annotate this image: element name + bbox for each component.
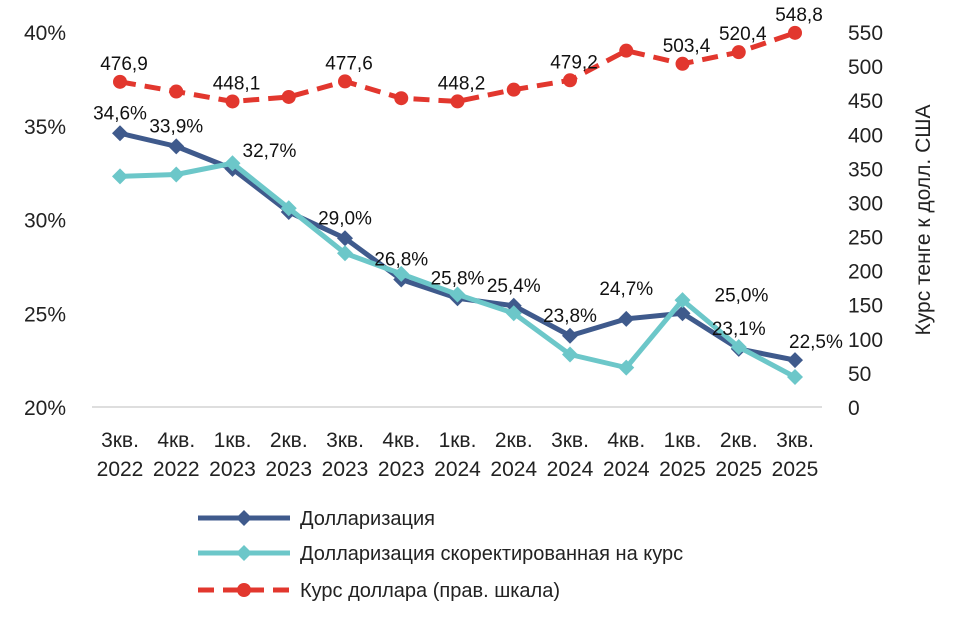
- left-axis-tick: 25%: [24, 303, 66, 326]
- data-point-marker: [674, 305, 691, 322]
- data-point-marker: [562, 327, 578, 344]
- data-point-marker: [731, 45, 746, 60]
- x-axis-tick: 4кв. 2023: [378, 429, 425, 481]
- right-axis-tick: 350: [848, 158, 883, 181]
- right-axis-tick: 450: [848, 90, 883, 113]
- data-point-marker: [337, 230, 353, 247]
- data-label: 26,8%: [374, 250, 428, 271]
- data-point-marker: [505, 305, 522, 322]
- legend-swatch-marker: [236, 510, 252, 526]
- data-point-marker: [618, 310, 635, 327]
- x-axis-tick: 3кв. 2023: [322, 429, 369, 481]
- x-axis-tick: 1кв. 2024: [434, 429, 481, 481]
- data-label: 33,9%: [149, 116, 203, 137]
- data-point-marker: [788, 25, 802, 40]
- legend-label: Курс доллара (прав. шкала): [300, 580, 560, 602]
- right-axis-tick: 300: [848, 192, 883, 215]
- data-point-marker: [281, 89, 296, 104]
- right-axis-tick: 550: [848, 22, 883, 45]
- data-label: 24,7%: [599, 279, 653, 300]
- data-point-marker: [112, 168, 128, 185]
- data-point-marker: [225, 94, 240, 109]
- data-label: 503,4: [663, 36, 711, 57]
- x-axis-tick: 3кв. 2025: [772, 429, 819, 481]
- data-label: 25,8%: [431, 268, 485, 289]
- data-point-marker: [506, 82, 521, 97]
- data-point-marker: [393, 265, 410, 282]
- data-label: 23,1%: [712, 319, 766, 340]
- right-axis-tick: 250: [848, 227, 883, 250]
- x-axis-tick: 3кв. 2022: [97, 429, 144, 481]
- data-label: 520,4: [719, 24, 767, 45]
- left-axis-tick: 20%: [24, 397, 66, 420]
- data-label: 479,2: [550, 52, 598, 73]
- data-label: 34,6%: [93, 103, 147, 124]
- data-label: 22,5%: [789, 332, 843, 353]
- data-point-marker: [169, 84, 184, 99]
- x-axis-tick: 4кв. 2024: [603, 429, 650, 481]
- data-point-marker: [113, 74, 127, 89]
- data-point-marker: [168, 138, 185, 155]
- data-point-marker: [449, 286, 466, 303]
- data-point-marker: [730, 339, 747, 355]
- data-point-marker: [675, 56, 690, 71]
- data-point-marker: [168, 166, 185, 183]
- legend-swatch-marker: [236, 545, 252, 561]
- data-label: 23,8%: [543, 306, 597, 327]
- data-point-marker: [280, 200, 297, 217]
- data-label: 477,6: [325, 53, 373, 74]
- data-label: 25,0%: [715, 285, 769, 306]
- left-axis-tick: 40%: [24, 22, 66, 45]
- right-axis-tick: 0: [848, 397, 860, 420]
- data-point-marker: [618, 359, 635, 376]
- data-label: 448,2: [438, 73, 486, 94]
- right-axis-tick: 50: [848, 363, 871, 386]
- x-axis-tick: 2кв. 2023: [265, 429, 312, 481]
- data-label: 25,4%: [487, 276, 541, 297]
- right-axis-tick: 200: [848, 261, 883, 284]
- data-point-marker: [787, 369, 803, 385]
- data-point-marker: [450, 94, 465, 109]
- data-point-marker: [674, 292, 691, 309]
- data-point-marker: [619, 43, 634, 58]
- x-axis-tick: 4кв. 2022: [153, 429, 200, 481]
- data-point-marker: [337, 245, 353, 262]
- legend-label: Долларизация скоректированная на курс: [300, 543, 683, 565]
- left-axis-tick: 35%: [24, 116, 66, 139]
- legend: Долларизация Долларизация скоректированна…: [198, 508, 683, 602]
- x-axis-tick: 2кв. 2024: [490, 429, 537, 481]
- legend-swatch-marker: [237, 583, 251, 597]
- x-axis-tick: 1кв. 2025: [659, 429, 706, 481]
- data-point-marker: [112, 125, 128, 142]
- data-point-marker: [224, 155, 241, 172]
- x-axis-tick: 1кв. 2023: [209, 429, 256, 481]
- data-point-marker: [394, 91, 409, 106]
- data-label: 29,0%: [318, 208, 372, 229]
- data-point-marker: [562, 346, 578, 363]
- right-axis-tick: 100: [848, 329, 883, 352]
- data-point-marker: [787, 352, 803, 369]
- right-axis-title: Курс тенге к долл. США: [912, 105, 935, 336]
- x-axis-tick: 2кв. 2025: [715, 429, 762, 481]
- right-axis-tick: 400: [848, 124, 883, 147]
- x-axis-tick: 3кв. 2024: [547, 429, 594, 481]
- data-label: 548,8: [775, 5, 823, 26]
- left-axis-tick: 30%: [24, 210, 66, 233]
- right-axis-tick: 500: [848, 56, 883, 79]
- data-point-marker: [338, 74, 352, 89]
- right-axis-tick: 150: [848, 295, 883, 318]
- data-label: 476,9: [100, 54, 148, 75]
- data-label: 32,7%: [243, 141, 297, 162]
- legend-label: Долларизация: [300, 508, 435, 530]
- data-label: 448,1: [213, 73, 261, 94]
- data-point-marker: [563, 73, 577, 88]
